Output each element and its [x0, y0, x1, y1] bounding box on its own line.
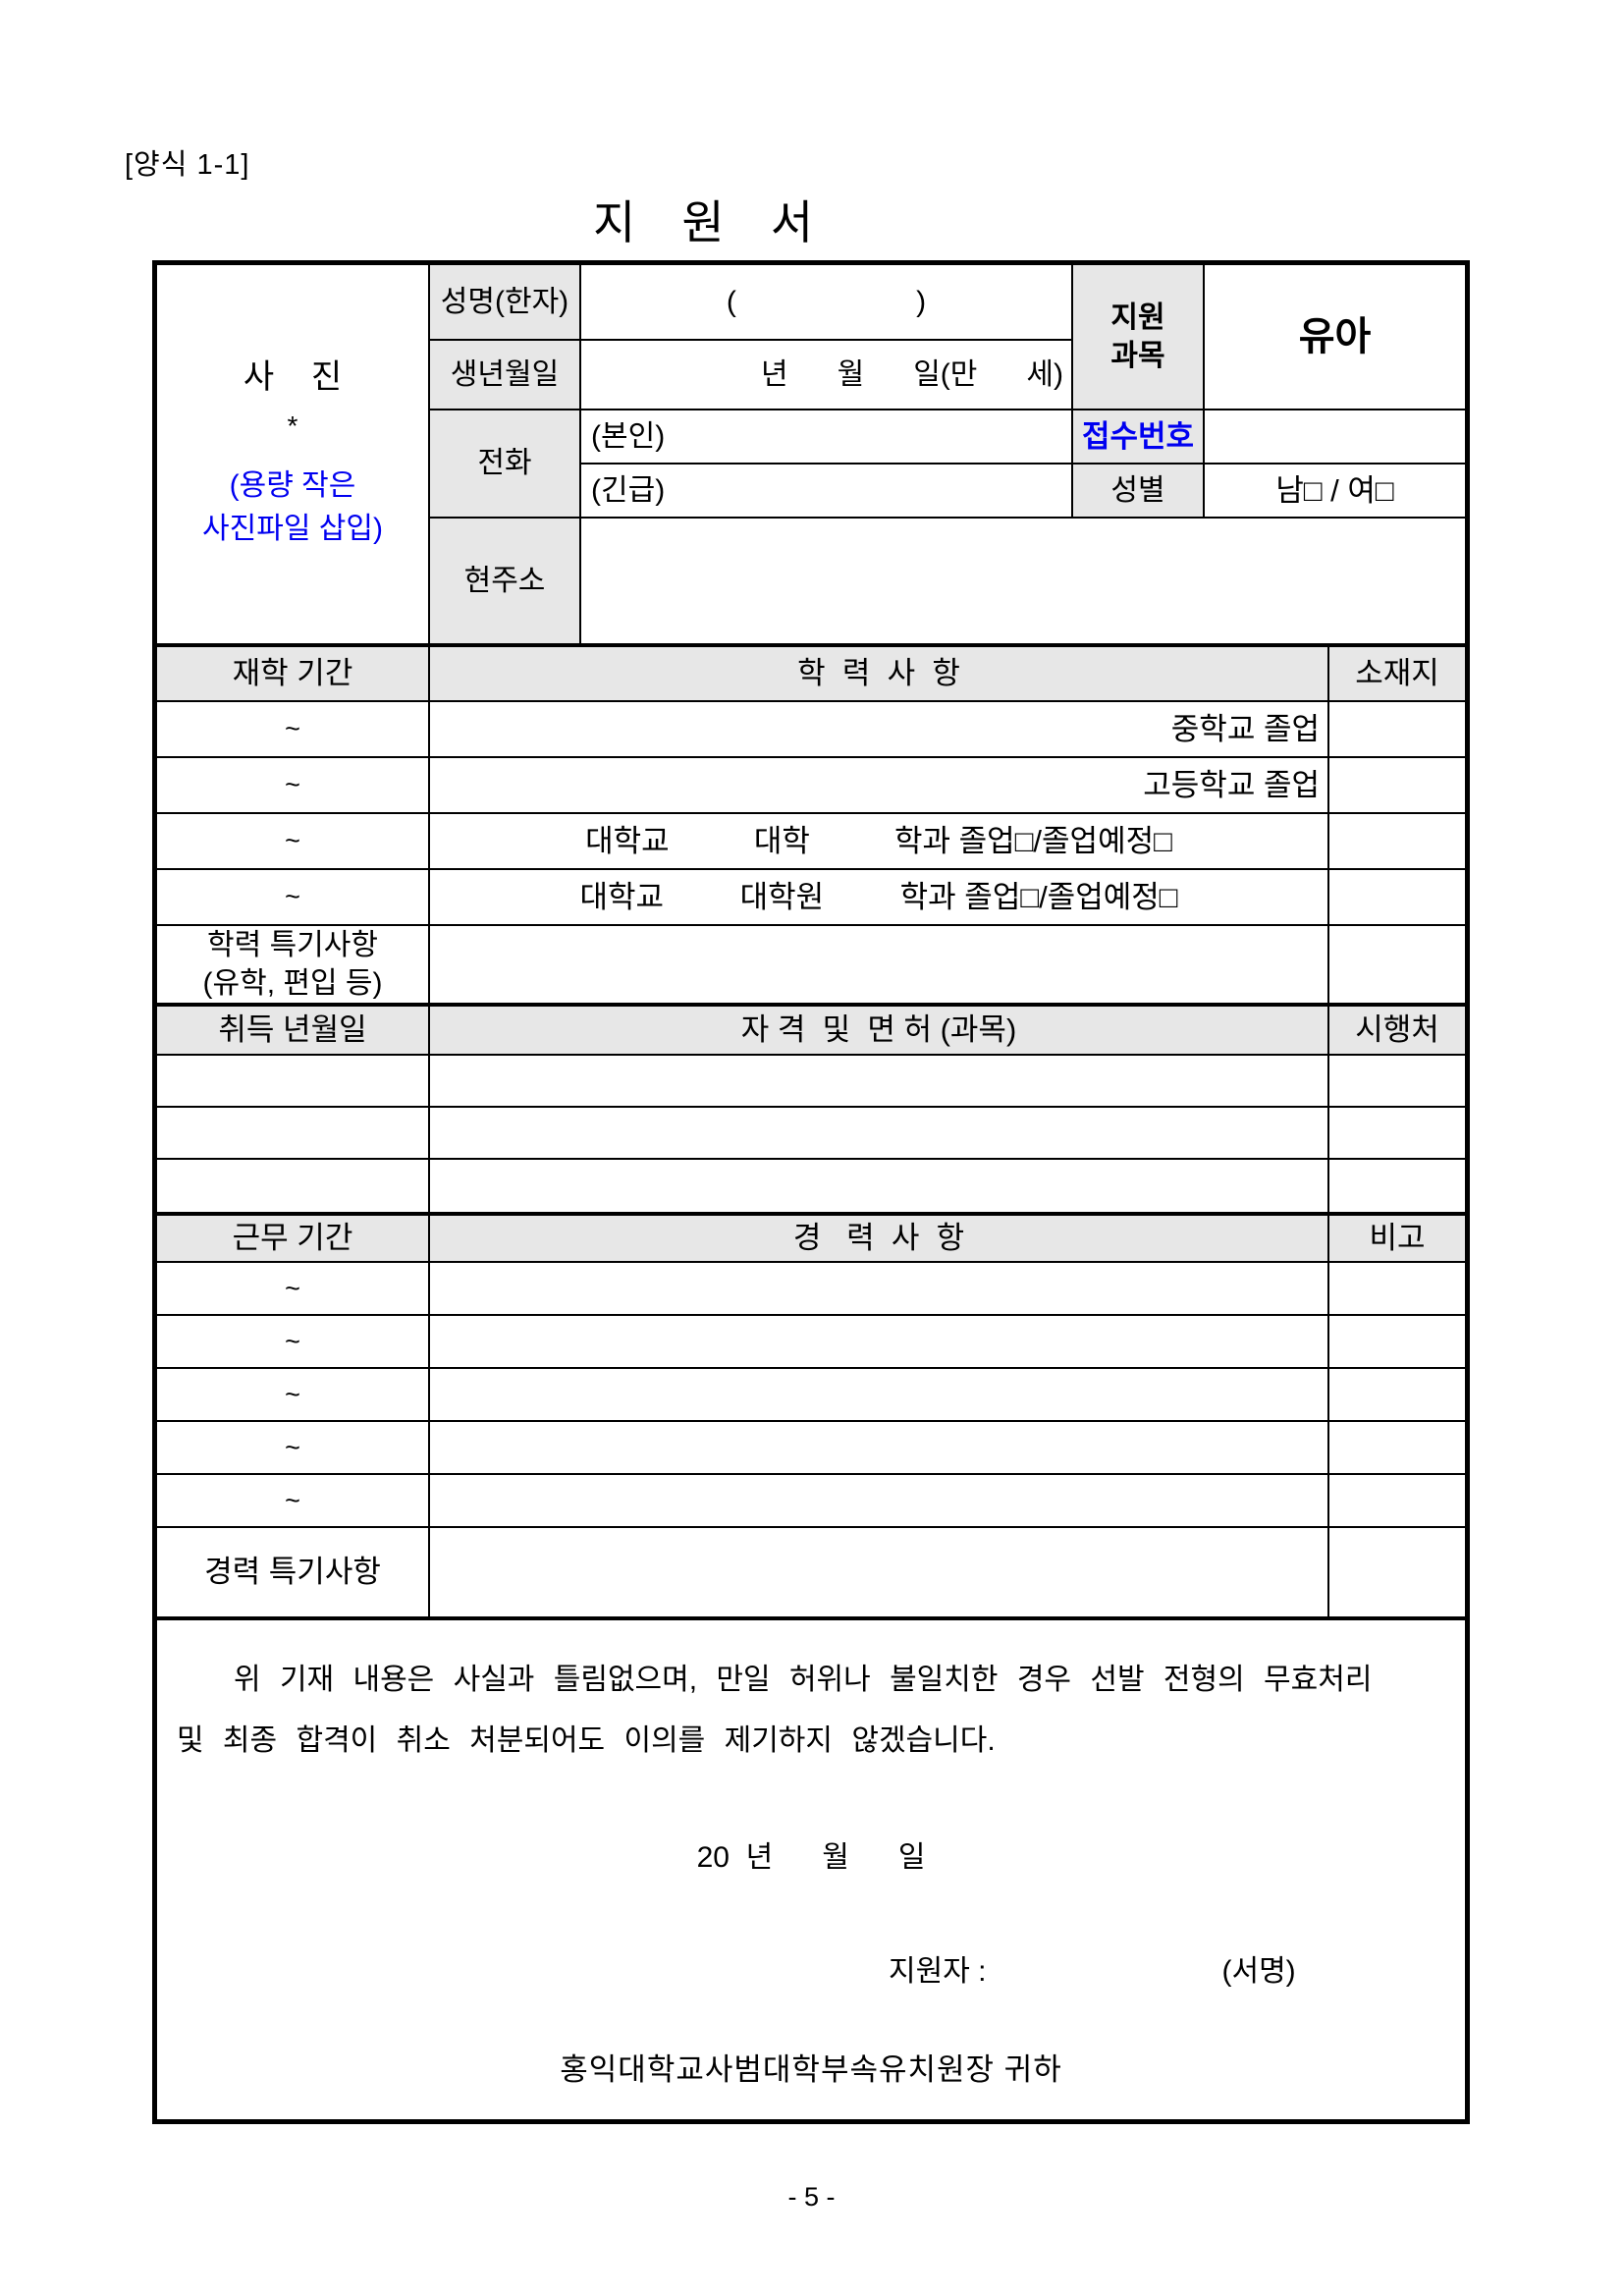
- education-location-cell[interactable]: [1329, 702, 1465, 758]
- education-special-location-cell[interactable]: [1329, 926, 1465, 1003]
- career-special-note-cell[interactable]: [1329, 1528, 1465, 1616]
- name-input-cell[interactable]: ( ): [581, 265, 1073, 341]
- receipt-number-input-cell[interactable]: [1205, 410, 1465, 465]
- education-period-cell[interactable]: ~: [157, 814, 430, 870]
- recipient-line: 홍익대학교사범대학부속유치원장 귀하: [560, 2052, 1062, 2087]
- form-tag: [양식 1-1]: [125, 149, 250, 181]
- page-title: 지 원 서: [593, 196, 816, 248]
- name-label: 성명(한자): [430, 265, 581, 341]
- career-note-cell[interactable]: [1329, 1369, 1465, 1422]
- page-number: - 5 -: [787, 2182, 836, 2212]
- career-note-cell[interactable]: [1329, 1316, 1465, 1369]
- qualification-date-cell[interactable]: [157, 1160, 430, 1212]
- qualification-issuer-cell[interactable]: [1329, 1160, 1465, 1212]
- education-location-cell[interactable]: [1329, 758, 1465, 814]
- education-special-label-line1: 학력 특기사항: [207, 929, 378, 961]
- qualification-issuer-cell[interactable]: [1329, 1108, 1465, 1160]
- receipt-number-label: 접수번호: [1073, 410, 1205, 465]
- career-note-cell[interactable]: [1329, 1263, 1465, 1316]
- birth-input-cell[interactable]: 년 월 일(만 세): [581, 341, 1073, 410]
- phone-label: 전화: [430, 410, 581, 519]
- declaration-line2: 및 최종 합격이 취소 처분되어도 이의를 제기하지 않겠습니다.: [177, 1724, 996, 1757]
- career-period-cell[interactable]: ~: [157, 1369, 430, 1422]
- qualification-detail-header: 자 격 및 면 허 (과목): [430, 1007, 1329, 1056]
- career-detail-cell[interactable]: [430, 1422, 1329, 1475]
- gender-checkboxes[interactable]: 남□ / 여□: [1205, 465, 1465, 519]
- declaration-date-line[interactable]: 20 년 월 일: [696, 1841, 926, 1874]
- career-period-cell[interactable]: ~: [157, 1475, 430, 1528]
- education-detail-cell[interactable]: 대학교 대학원 학과 졸업□/졸업예정□: [430, 870, 1329, 926]
- photo-cell[interactable]: 사 진 * (용량 작은 사진파일 삽입): [157, 265, 430, 643]
- qualification-detail-cell[interactable]: [430, 1056, 1329, 1108]
- career-section: 근무 기간 경 력 사 항 비고 ~ ~ ~ ~ ~ 경력 특기사항: [157, 1216, 1465, 1620]
- education-detail-cell[interactable]: 고등학교 졸업: [430, 758, 1329, 814]
- gender-label: 성별: [1073, 465, 1205, 519]
- photo-asterisk: *: [287, 410, 298, 442]
- education-section: 재학 기간 학 력 사 항 소재지 ~ 중학교 졸업 ~ 고등학교 졸업 ~ 대…: [157, 647, 1465, 1007]
- career-detail-header: 경 력 사 항: [430, 1216, 1329, 1263]
- photo-note-line2: 사진파일 삽입): [202, 512, 383, 545]
- career-special-label: 경력 특기사항: [157, 1528, 430, 1616]
- subject-value: 유아: [1205, 265, 1465, 410]
- career-period-cell[interactable]: ~: [157, 1263, 430, 1316]
- career-period-header: 근무 기간: [157, 1216, 430, 1263]
- education-special-input-cell[interactable]: [430, 926, 1329, 1003]
- qualification-detail-cell[interactable]: [430, 1160, 1329, 1212]
- career-detail-cell[interactable]: [430, 1369, 1329, 1422]
- education-special-label: 학력 특기사항 (유학, 편입 등): [157, 926, 430, 1003]
- address-input-cell[interactable]: [581, 519, 1465, 643]
- education-detail-header: 학 력 사 항: [430, 647, 1329, 702]
- qualification-detail-cell[interactable]: [430, 1108, 1329, 1160]
- qualification-issuer-cell[interactable]: [1329, 1056, 1465, 1108]
- education-period-cell[interactable]: ~: [157, 702, 430, 758]
- qualification-section: 취득 년월일 자 격 및 면 허 (과목) 시행처: [157, 1007, 1465, 1216]
- education-special-label-line2: (유학, 편입 등): [202, 967, 383, 1000]
- signature-note[interactable]: (서명): [1221, 1955, 1296, 1988]
- career-special-input-cell[interactable]: [430, 1528, 1329, 1616]
- phone-self-input-cell[interactable]: (본인): [581, 410, 1073, 465]
- personal-info-section: 사 진 * (용량 작은 사진파일 삽입) 성명(한자) ( ) 지원 과목 유…: [157, 265, 1465, 647]
- education-location-cell[interactable]: [1329, 814, 1465, 870]
- qualification-issuer-header: 시행처: [1329, 1007, 1465, 1056]
- signature-line: 지원자 : (서명): [157, 1946, 1465, 1990]
- career-detail-cell[interactable]: [430, 1475, 1329, 1528]
- education-detail-cell[interactable]: 대학교 대학 학과 졸업□/졸업예정□: [430, 814, 1329, 870]
- education-location-header: 소재지: [1329, 647, 1465, 702]
- qualification-date-cell[interactable]: [157, 1056, 430, 1108]
- qualification-date-header: 취득 년월일: [157, 1007, 430, 1056]
- birth-label: 생년월일: [430, 341, 581, 410]
- education-detail-cell[interactable]: 중학교 졸업: [430, 702, 1329, 758]
- applicant-label: 지원자 :: [889, 1955, 987, 1988]
- declaration-line1: 위 기재 내용은 사실과 틀림없으며, 만일 허위나 불일치한 경우 선발 전형…: [177, 1664, 1373, 1696]
- declaration-text: 위 기재 내용은 사실과 틀림없으며, 만일 허위나 불일치한 경우 선발 전형…: [177, 1650, 1445, 1772]
- education-period-cell[interactable]: ~: [157, 758, 430, 814]
- photo-note-line1: (용량 작은: [229, 468, 356, 502]
- application-form-table: 사 진 * (용량 작은 사진파일 삽입) 성명(한자) ( ) 지원 과목 유…: [152, 260, 1470, 2124]
- career-detail-cell[interactable]: [430, 1316, 1329, 1369]
- subject-label-line1: 지원: [1110, 301, 1165, 334]
- education-period-header: 재학 기간: [157, 647, 430, 702]
- photo-note: (용량 작은 사진파일 삽입): [202, 465, 383, 551]
- career-period-cell[interactable]: ~: [157, 1316, 430, 1369]
- qualification-date-cell[interactable]: [157, 1108, 430, 1160]
- education-period-cell[interactable]: ~: [157, 870, 430, 926]
- subject-label: 지원 과목: [1073, 265, 1205, 410]
- address-label: 현주소: [430, 519, 581, 643]
- subject-label-line2: 과목: [1110, 340, 1165, 372]
- photo-label: 사 진: [243, 358, 343, 397]
- phone-urgent-input-cell[interactable]: (긴급): [581, 465, 1073, 519]
- education-location-cell[interactable]: [1329, 870, 1465, 926]
- career-note-cell[interactable]: [1329, 1422, 1465, 1475]
- career-period-cell[interactable]: ~: [157, 1422, 430, 1475]
- career-note-header: 비고: [1329, 1216, 1465, 1263]
- career-detail-cell[interactable]: [430, 1263, 1329, 1316]
- declaration-section: 위 기재 내용은 사실과 틀림없으며, 만일 허위나 불일치한 경우 선발 전형…: [157, 1620, 1465, 2119]
- career-note-cell[interactable]: [1329, 1475, 1465, 1528]
